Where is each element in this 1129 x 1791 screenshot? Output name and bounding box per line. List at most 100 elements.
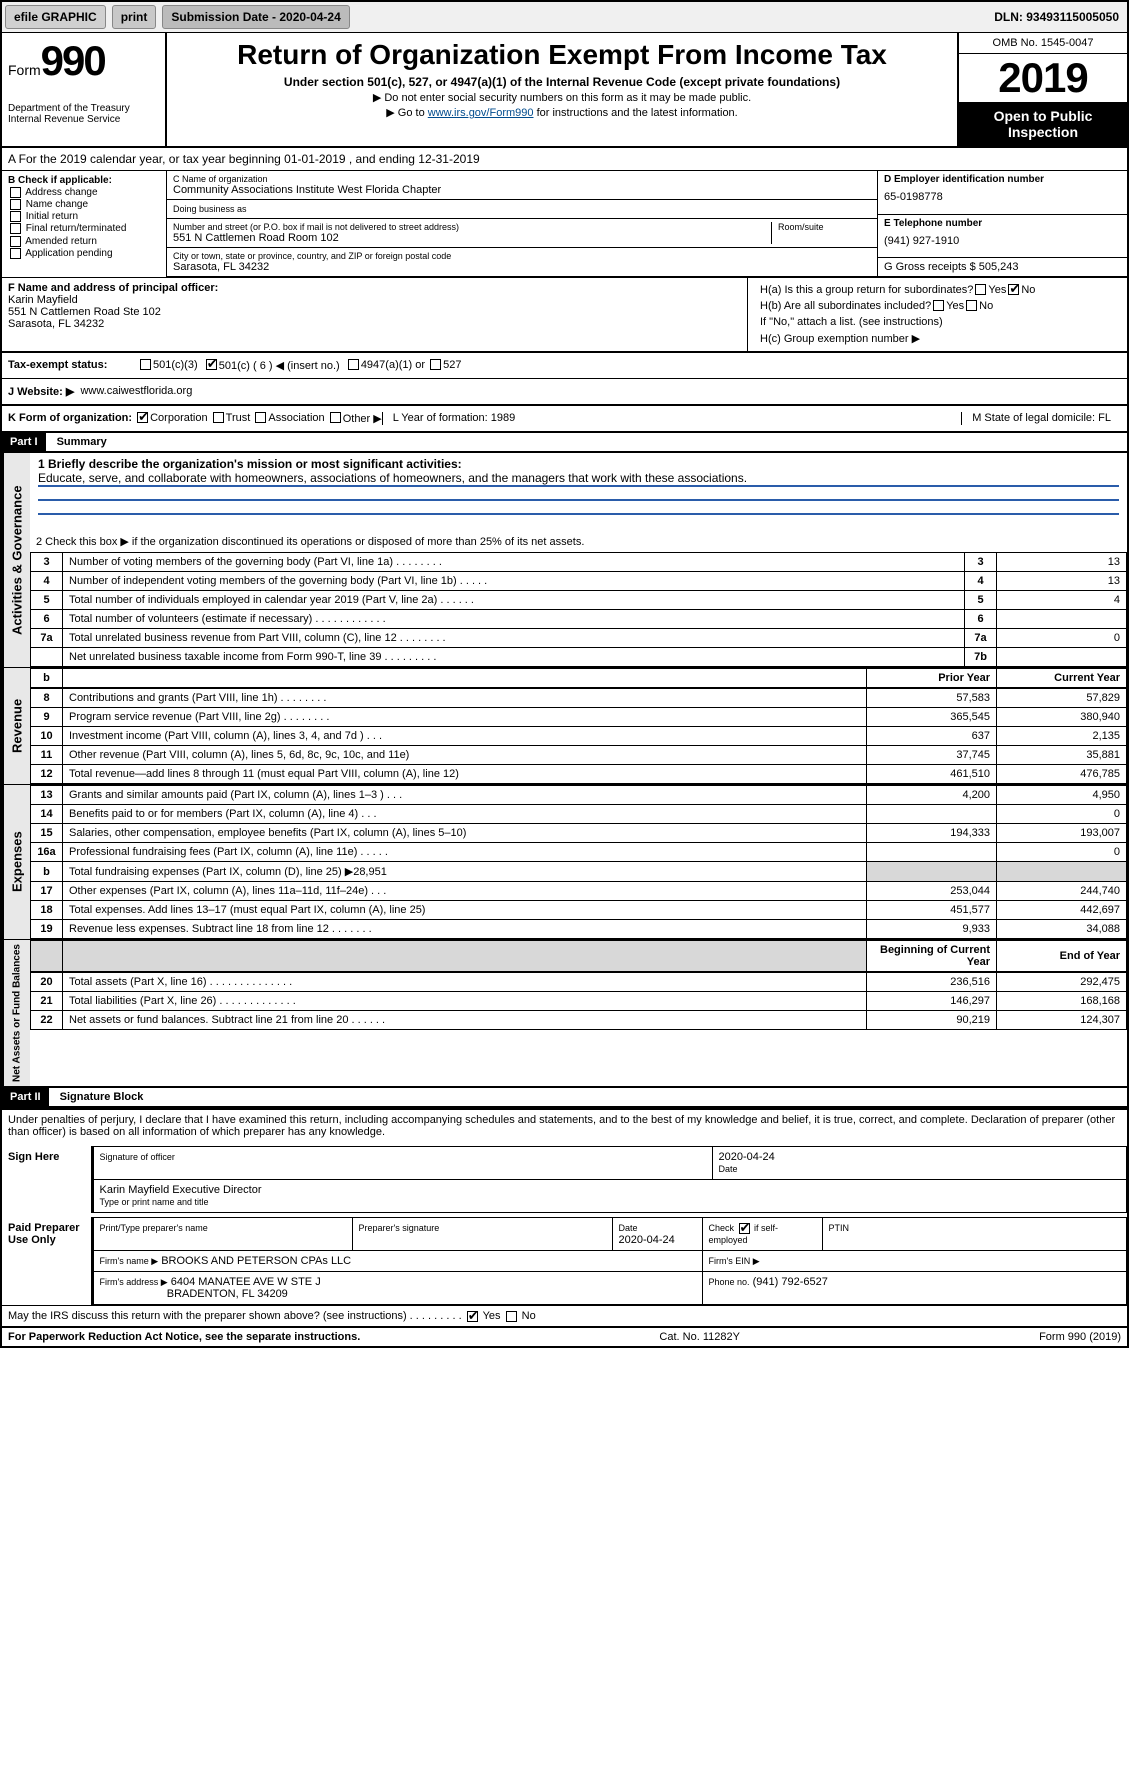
hb-no[interactable] <box>966 300 977 311</box>
part-ii-badge: Part II <box>2 1088 49 1106</box>
year-formation: L Year of formation: 1989 <box>382 412 961 425</box>
cat-number: Cat. No. 11282Y <box>659 1331 740 1343</box>
checkbox-initial[interactable] <box>10 211 21 222</box>
ha-no[interactable] <box>1008 284 1019 295</box>
gross-receipts: G Gross receipts $ 505,243 <box>878 258 1127 277</box>
part-i-badge: Part I <box>2 433 46 451</box>
note-link: ▶ Go to www.irs.gov/Form990 for instruct… <box>173 106 951 119</box>
part-ii-header: Part II Signature Block <box>2 1086 1127 1108</box>
officer-name: Karin Mayfield <box>8 294 741 306</box>
row-fh: F Name and address of principal officer:… <box>2 278 1127 353</box>
form-title: Return of Organization Exempt From Incom… <box>173 39 951 71</box>
org-name: Community Associations Institute West Fl… <box>173 184 441 196</box>
part-i-header: Part I Summary <box>2 433 1127 453</box>
h-section: H(a) Is this a group return for subordin… <box>747 278 1127 351</box>
netassets-section: Net Assets or Fund Balances Beginning of… <box>2 939 1127 1086</box>
irs-link[interactable]: www.irs.gov/Form990 <box>428 107 534 119</box>
officer-box: F Name and address of principal officer:… <box>2 278 747 351</box>
org-address: 551 N Cattlemen Road Room 102 <box>173 232 339 244</box>
row-klm: K Form of organization: Corporation Trus… <box>2 406 1127 433</box>
activities-governance-section: Activities & Governance 1 Briefly descri… <box>2 453 1127 667</box>
footer-row: For Paperwork Reduction Act Notice, see … <box>2 1326 1127 1346</box>
form-990-page: efile GRAPHIC print Submission Date - 20… <box>0 0 1129 1348</box>
paid-preparer-table: Paid Preparer Use Only Print/Type prepar… <box>2 1217 1127 1305</box>
dba-box: Doing business as <box>167 200 877 219</box>
discuss-yes[interactable] <box>467 1311 478 1322</box>
ein-box: D Employer identification number 65-0198… <box>878 171 1127 215</box>
right-col: OMB No. 1545-0047 2019 Open to Public In… <box>957 33 1127 146</box>
cb-4947[interactable] <box>348 359 359 370</box>
cb-self-employed[interactable] <box>739 1223 750 1234</box>
hb-yes[interactable] <box>933 300 944 311</box>
ein-col: D Employer identification number 65-0198… <box>877 171 1127 277</box>
expenses-section: Expenses 13Grants and similar amounts pa… <box>2 784 1127 939</box>
form-subtitle: Under section 501(c), 527, or 4947(a)(1)… <box>173 75 951 89</box>
checkbox-pending[interactable] <box>10 248 21 259</box>
org-name-box: C Name of organization Community Associa… <box>167 171 877 200</box>
mission-block: 1 Briefly describe the organization's mi… <box>30 453 1127 531</box>
ha-yes[interactable] <box>975 284 986 295</box>
form-footer: Form 990 (2019) <box>1039 1331 1121 1343</box>
checkbox-address[interactable] <box>10 187 21 198</box>
cb-other[interactable] <box>330 412 341 423</box>
cb-501c[interactable] <box>206 359 217 370</box>
title-col: Return of Organization Exempt From Incom… <box>167 33 957 146</box>
part-i-title: Summary <box>49 433 115 451</box>
sign-here-label: Sign Here <box>2 1147 92 1213</box>
summary-top-table: 3Number of voting members of the governi… <box>30 552 1127 667</box>
cb-501c3[interactable] <box>140 359 151 370</box>
part-ii-title: Signature Block <box>52 1088 152 1106</box>
firm-phone: (941) 792-6527 <box>753 1276 828 1288</box>
open-inspection: Open to Public Inspection <box>959 102 1127 146</box>
top-toolbar: efile GRAPHIC print Submission Date - 20… <box>2 2 1127 33</box>
checkbox-name[interactable] <box>10 199 21 210</box>
print-button[interactable]: print <box>112 5 157 29</box>
efile-button[interactable]: efile GRAPHIC <box>5 5 106 29</box>
firm-name: BROOKS AND PETERSON CPAs LLC <box>161 1255 351 1267</box>
side-netassets: Net Assets or Fund Balances <box>2 940 30 1086</box>
cb-527[interactable] <box>430 359 441 370</box>
officer-addr1: 551 N Cattlemen Road Ste 102 <box>8 306 741 318</box>
firm-address: 6404 MANATEE AVE W STE J <box>171 1276 321 1288</box>
checkbox-amended[interactable] <box>10 236 21 247</box>
netassets-header: Beginning of Current YearEnd of Year <box>30 940 1127 972</box>
dept-text: Department of the Treasury <box>8 103 159 114</box>
revenue-header: bPrior YearCurrent Year <box>30 668 1127 688</box>
paid-preparer-label: Paid Preparer Use Only <box>2 1218 92 1305</box>
irs-text: Internal Revenue Service <box>8 114 159 125</box>
header-row: Form990 Department of the Treasury Inter… <box>2 33 1127 148</box>
ein-value: 65-0198778 <box>884 191 1121 203</box>
check-applicable: B Check if applicable: Address change Na… <box>2 171 167 277</box>
line-a: A For the 2019 calendar year, or tax yea… <box>2 148 1127 171</box>
cb-corp[interactable] <box>137 412 148 423</box>
officer-addr2: Sarasota, FL 34232 <box>8 318 741 330</box>
discuss-row: May the IRS discuss this return with the… <box>2 1305 1127 1326</box>
netassets-table: 20Total assets (Part X, line 16) . . . .… <box>30 972 1127 1030</box>
mission-text: Educate, serve, and collaborate with hom… <box>38 471 1119 485</box>
expenses-table: 13Grants and similar amounts paid (Part … <box>30 785 1127 939</box>
website-value: www.caiwestflorida.org <box>80 385 192 398</box>
phone-value: (941) 927-1910 <box>884 235 1121 247</box>
form-number-col: Form990 Department of the Treasury Inter… <box>2 33 167 146</box>
org-info-col: C Name of organization Community Associa… <box>167 171 877 277</box>
side-revenue: Revenue <box>2 668 30 784</box>
row-j: J Website: ▶ www.caiwestflorida.org <box>2 379 1127 406</box>
cb-assoc[interactable] <box>255 412 266 423</box>
discuss-no[interactable] <box>506 1311 517 1322</box>
officer-signature: Karin Mayfield Executive Director <box>100 1184 1121 1196</box>
state-domicile: M State of legal domicile: FL <box>961 412 1121 425</box>
signature-declaration: Under penalties of perjury, I declare th… <box>2 1108 1127 1142</box>
side-activities: Activities & Governance <box>2 453 30 667</box>
checkbox-final[interactable] <box>10 223 21 234</box>
org-city: Sarasota, FL 34232 <box>173 261 269 273</box>
tax-year: 2019 <box>959 54 1127 102</box>
side-expenses: Expenses <box>2 785 30 939</box>
dln-text: DLN: 93493115005050 <box>986 6 1127 28</box>
cb-trust[interactable] <box>213 412 224 423</box>
city-box: City or town, state or province, country… <box>167 248 877 277</box>
submission-date-badge: Submission Date - 2020-04-24 <box>162 5 349 29</box>
pra-notice: For Paperwork Reduction Act Notice, see … <box>8 1331 360 1343</box>
revenue-section: Revenue bPrior YearCurrent Year 8Contrib… <box>2 667 1127 784</box>
note-ssn: ▶ Do not enter social security numbers o… <box>173 91 951 104</box>
address-box: Number and street (or P.O. box if mail i… <box>167 219 877 248</box>
